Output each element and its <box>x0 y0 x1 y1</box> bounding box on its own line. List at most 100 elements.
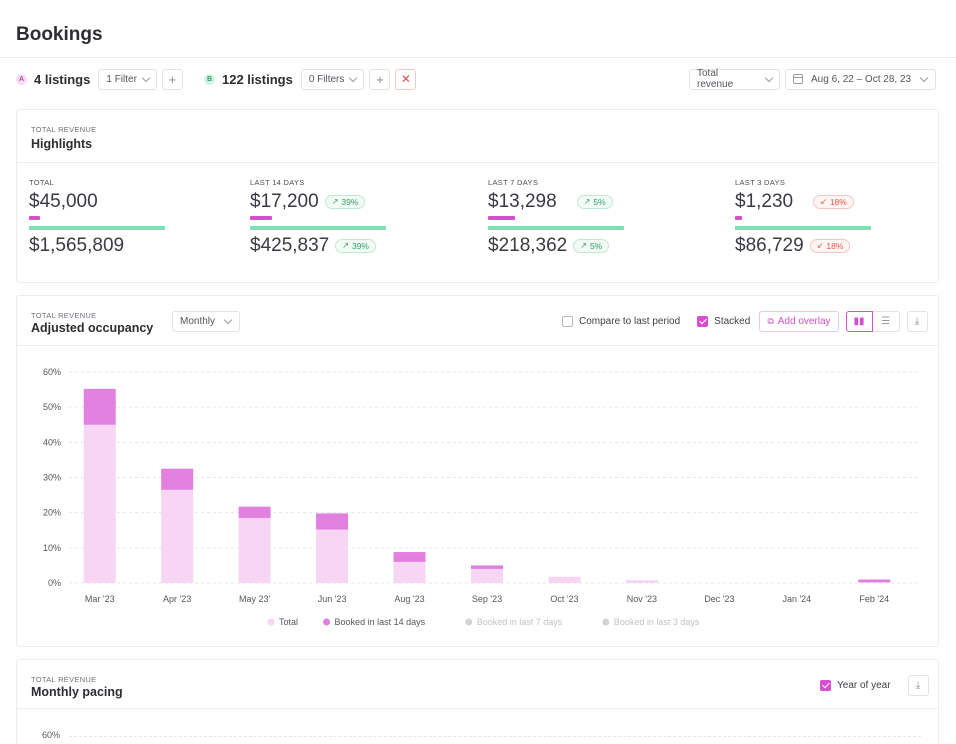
legend-label: Booked in last 3 days <box>614 617 700 627</box>
highlights-card: TOTAL REVENUE Highlights TOTAL $45,000 $… <box>16 109 939 283</box>
group-b-badge: B <box>204 73 215 85</box>
group-a-add-button[interactable]: + <box>161 68 183 90</box>
highlight-value-b: $425,837 <box>250 235 330 256</box>
compare-checkbox[interactable] <box>562 315 573 327</box>
highlights-title: Highlights <box>31 137 93 151</box>
bar-segment <box>161 468 194 490</box>
bar-segment <box>316 513 349 530</box>
x-tick-label: Dec '23 <box>704 594 734 604</box>
x-tick-label: Nov '23 <box>627 594 657 604</box>
bar-segment <box>161 489 194 583</box>
download-icon[interactable]: ⤓ <box>906 310 928 332</box>
stacked-checkbox[interactable] <box>697 315 709 327</box>
yoy-label: Year of year <box>837 679 891 691</box>
legend-swatch <box>465 618 473 626</box>
change-badge-down: ↙ 18% <box>809 239 851 253</box>
share-bar-a <box>488 216 515 220</box>
group-a-filter-dropdown[interactable]: 1 Filter <box>98 68 157 90</box>
bar-segment <box>316 529 349 583</box>
metric-controls: Total revenue Aug 6, 22 – Oct 28, 23 <box>689 68 936 90</box>
occupancy-header: TOTAL REVENUE Adjusted occupancy Monthly… <box>17 296 938 346</box>
chart-controls: Compare to last period Stacked ⧉ Add ove… <box>562 310 928 332</box>
bar-segment <box>393 561 426 583</box>
highlight-label: TOTAL <box>29 178 54 187</box>
occupancy-card: TOTAL REVENUE Adjusted occupancy Monthly… <box>16 295 939 647</box>
group-b-listings[interactable]: 122 listings <box>222 71 293 87</box>
y-tick-label: 60% <box>43 367 61 377</box>
change-value: 5% <box>589 240 603 251</box>
highlight-label: LAST 14 DAYS <box>250 178 305 187</box>
highlight-bars <box>488 213 624 231</box>
legend-swatch <box>323 618 331 626</box>
close-icon: ✕ <box>400 72 411 86</box>
bar-segment <box>393 552 426 562</box>
metric-select-value: Total revenue <box>697 68 734 90</box>
highlight-bars <box>735 213 871 231</box>
occupancy-eyebrow: TOTAL REVENUE <box>31 311 97 320</box>
change-badge-up: ↗ 39% <box>324 195 366 209</box>
arrow-up-right-icon: ↗ <box>342 241 349 250</box>
share-bar-b <box>250 226 386 230</box>
change-value: 18% <box>829 196 847 207</box>
x-tick-label: Aug '23 <box>394 594 424 604</box>
y-tick-label: 30% <box>43 473 61 483</box>
bar-segment <box>83 424 116 583</box>
legend-swatch <box>267 618 275 626</box>
change-value: 39% <box>341 196 359 207</box>
table-icon[interactable]: ☰ <box>872 310 900 332</box>
arrow-up-right-icon: ↗ <box>580 241 587 250</box>
pacing-title: Monthly pacing <box>31 685 123 699</box>
highlight-value-a: $1,230 <box>735 191 794 212</box>
date-range-value: Aug 6, 22 – Oct 28, 23 <box>811 73 912 85</box>
group-b-filter-dropdown[interactable]: 0 Filters <box>300 68 365 90</box>
x-tick-label: Oct '23 <box>550 594 578 604</box>
bar-segment <box>548 576 581 583</box>
view-toggle: ▮▮ ☰ <box>845 310 900 332</box>
y-tick-label: 50% <box>43 402 61 412</box>
yoy-checkbox[interactable] <box>820 679 831 691</box>
highlight-7-days: LAST 7 DAYS $13,298 ↗ 5% $218,362 ↗ 5% <box>488 178 624 257</box>
group-a-listings[interactable]: 4 listings <box>34 71 91 87</box>
highlight-bars <box>250 213 386 231</box>
add-overlay-button[interactable]: ⧉ Add overlay <box>759 310 839 332</box>
group-a-filters: A 4 listings 1 Filter + <box>16 68 188 90</box>
pacing-header: TOTAL REVENUE Monthly pacing Year of yea… <box>17 660 938 709</box>
y-tick-label: 0% <box>48 578 61 588</box>
share-bar-a <box>735 216 742 220</box>
share-bar-b <box>488 226 624 230</box>
period-select-value: Monthly <box>180 315 216 327</box>
bar-chart-icon[interactable]: ▮▮ <box>845 310 873 332</box>
change-value: 18% <box>826 240 844 251</box>
metric-select[interactable]: Total revenue <box>689 68 780 90</box>
pacing-y-tick: 60% <box>42 730 61 740</box>
change-badge-up: ↗ 5% <box>573 239 610 253</box>
arrow-up-right-icon: ↗ <box>331 197 339 206</box>
share-bar-b <box>29 226 165 230</box>
share-bar-a <box>250 216 272 220</box>
highlight-value-b: $1,565,809 <box>29 235 125 256</box>
filter-bar: A 4 listings 1 Filter + B 122 listings 0… <box>16 68 938 90</box>
arrow-down-left-icon: ↙ <box>820 197 827 206</box>
bar-segment <box>858 582 891 583</box>
chevron-down-icon <box>223 315 233 324</box>
period-controls: Monthly <box>172 310 245 332</box>
x-tick-label: May 23' <box>239 594 271 604</box>
pacing-eyebrow: TOTAL REVENUE <box>31 675 97 684</box>
header-divider <box>0 57 956 58</box>
period-select[interactable]: Monthly <box>172 310 240 332</box>
change-badge-up: ↗ 39% <box>335 239 376 253</box>
occupancy-title: Adjusted occupancy <box>31 321 154 335</box>
date-range-picker[interactable]: Aug 6, 22 – Oct 28, 23 <box>785 68 936 90</box>
group-b-add-button[interactable]: + <box>369 68 391 90</box>
highlight-value-a: $17,200 <box>250 191 319 212</box>
stacked-label: Stacked <box>714 315 751 327</box>
x-tick-label: Sep '23 <box>472 594 502 604</box>
highlight-value-b: $86,729 <box>735 235 804 256</box>
chevron-down-icon <box>349 73 358 82</box>
group-b-remove-button[interactable]: ✕ <box>395 68 417 90</box>
download-icon[interactable]: ⤓ <box>907 674 929 696</box>
chevron-down-icon <box>141 73 151 82</box>
pacing-gridline <box>69 736 921 737</box>
highlights-eyebrow: TOTAL REVENUE <box>31 125 97 134</box>
x-tick-label: Apr '23 <box>163 594 191 604</box>
